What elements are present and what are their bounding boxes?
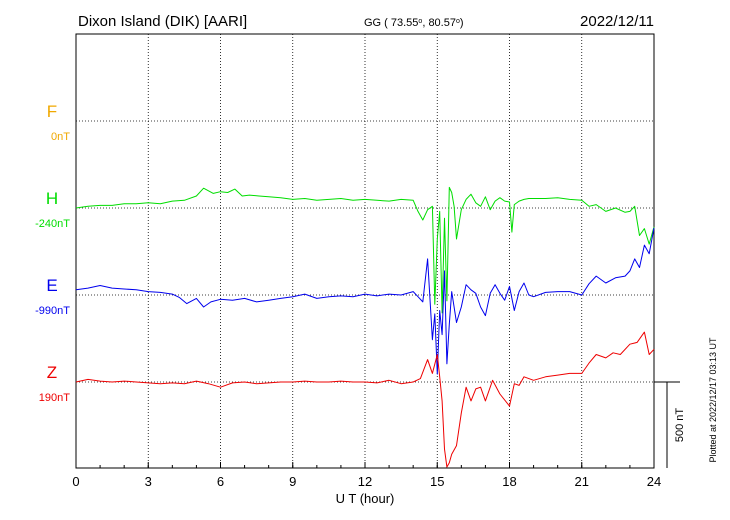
series-name-f: F — [47, 102, 57, 121]
x-tick-label-15: 15 — [430, 474, 444, 489]
x-axis-ticks: 0 3 6 9 12 15 18 21 24 — [72, 462, 661, 489]
trace-e — [75, 227, 655, 375]
series-baseline-f: 0nT — [51, 131, 70, 143]
x-tick-label-18: 18 — [502, 474, 516, 489]
x-axis-label: U T (hour) — [336, 491, 395, 506]
x-tick-label-0: 0 — [72, 474, 79, 489]
series-name-e: E — [46, 276, 57, 295]
x-tick-label-6: 6 — [217, 474, 224, 489]
x-tick-label-3: 3 — [145, 474, 152, 489]
scale-bar: 500 nT — [654, 381, 686, 468]
x-tick-label-24: 24 — [647, 474, 661, 489]
x-tick-label-21: 21 — [575, 474, 589, 489]
series-traces — [75, 186, 655, 468]
plotted-timestamp: Plotted at 2022/12/17 03:13 UT — [708, 337, 718, 463]
trace-h — [75, 186, 655, 314]
grid-lines — [76, 34, 654, 468]
series-baseline-z: 190nT — [39, 392, 70, 404]
coordinates: GG ( 73.55o, 80.57o) — [364, 17, 464, 29]
series-name-z: Z — [47, 363, 57, 382]
series-labels: F 0nT H -240nT E -990nT Z 190nT — [35, 102, 70, 404]
series-name-h: H — [46, 189, 58, 208]
x-tick-label-12: 12 — [358, 474, 372, 489]
series-baseline-e: -990nT — [35, 305, 70, 317]
x-tick-label-9: 9 — [289, 474, 296, 489]
station-title: Dixon Island (DIK) [AARI] — [78, 13, 247, 30]
series-baseline-h: -240nT — [35, 218, 70, 230]
scale-label: 500 nT — [674, 408, 686, 443]
date-label: 2022/12/11 — [580, 13, 654, 30]
trace-z — [75, 331, 655, 468]
